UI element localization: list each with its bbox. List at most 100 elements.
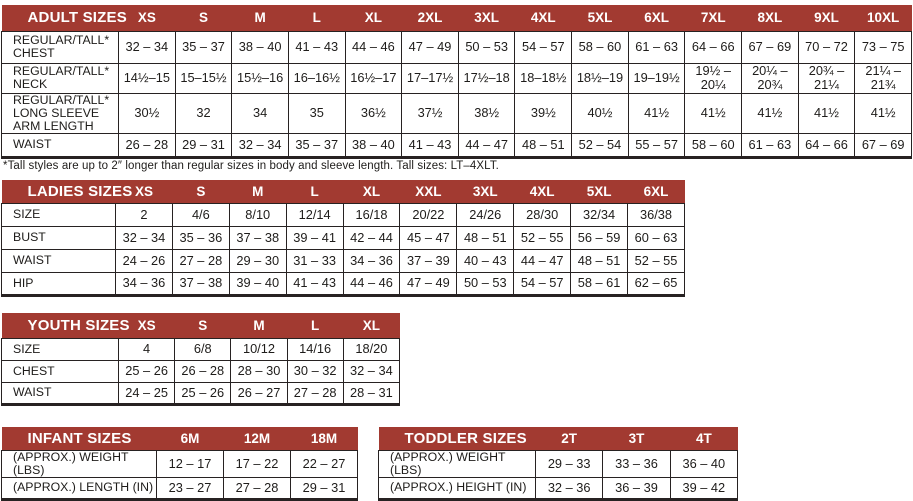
value-cell: 41½ xyxy=(684,92,743,134)
value-cell: 16½–17 xyxy=(344,62,403,94)
value-cell: 50 – 53 xyxy=(456,271,515,297)
value-cell: 61 – 63 xyxy=(741,132,799,159)
value-cell: 41 – 43 xyxy=(287,30,346,64)
table-title: ADULT SIZES xyxy=(1,5,127,31)
value-cell: 29 – 31 xyxy=(174,132,233,159)
value-cell: 19½ – 20¼ xyxy=(684,62,743,94)
value-cell: 30 – 32 xyxy=(286,359,344,383)
value-cell: 28 – 30 xyxy=(230,359,288,383)
value-cell: 73 – 75 xyxy=(854,30,912,64)
value-cell: 4/6 xyxy=(171,202,230,227)
value-cell: 34 xyxy=(231,92,289,134)
value-cell: 20/22 xyxy=(399,202,458,227)
column-header: 7XL xyxy=(684,5,742,31)
value-cell: 20¾ – 21¼ xyxy=(797,62,856,94)
value-cell: 19–19½ xyxy=(627,62,686,94)
value-cell: 36/38 xyxy=(627,202,685,227)
table-row: SIZE 2 4/6 8/10 12/14 16/18 20/22 24/26 28/30 32/… xyxy=(1,202,685,227)
value-cell: 58 – 61 xyxy=(570,271,629,297)
value-cell: 28 – 31 xyxy=(342,381,401,406)
value-cell: 48 – 51 xyxy=(514,132,573,159)
column-header: 6XL xyxy=(627,180,685,203)
table-title: LADIES SIZES xyxy=(1,180,132,203)
youth-sizes-table: YOUTH SIZES XS S M L XL SIZE 4 6/8 10/12 14/16 18/2… xyxy=(1,313,401,406)
value-cell: 48 – 51 xyxy=(456,225,515,250)
value-cell: 2 xyxy=(115,202,173,227)
column-header: XXL xyxy=(399,180,457,203)
value-cell: 14/16 xyxy=(286,337,344,361)
value-cell: 34 – 36 xyxy=(115,271,173,297)
table-row: WAIST 26 – 28 29 – 31 32 – 34 35 – 37 38 – 40… xyxy=(1,132,912,159)
value-cell: 15–15½ xyxy=(174,62,233,94)
value-cell: 17–17½ xyxy=(401,62,459,94)
value-cell: 58 – 60 xyxy=(571,30,629,64)
row-label: (APPROX.) WEIGHT (LBS) xyxy=(1,449,157,478)
value-cell: 27 – 28 xyxy=(223,476,291,501)
column-header: 5XL xyxy=(570,180,628,203)
column-header: 12M xyxy=(223,427,291,450)
value-cell: 40 – 43 xyxy=(456,248,515,273)
value-cell: 25 – 26 xyxy=(117,359,176,383)
column-header: 6M xyxy=(156,427,224,450)
table-row: REGULAR/TALL* NECK 14½–15 15–15½ 15½–16 16–1… xyxy=(1,62,912,94)
column-header: 8XL xyxy=(741,5,799,31)
row-label: SIZE xyxy=(1,202,116,227)
value-cell: 27 – 28 xyxy=(286,381,344,406)
value-cell: 31 – 33 xyxy=(285,248,344,273)
value-cell: 21¼ – 21¾ xyxy=(854,62,912,94)
table-row: (APPROX.) HEIGHT (IN) 32 – 36 36 – 39 39 – … xyxy=(378,476,739,501)
row-label: (APPROX.) HEIGHT (IN) xyxy=(378,476,536,501)
value-cell: 64 – 66 xyxy=(684,30,743,64)
row-label: WAIST xyxy=(1,381,119,406)
table-title: INFANT SIZES xyxy=(1,427,157,450)
value-cell: 55 – 57 xyxy=(627,132,686,159)
value-cell: 41½ xyxy=(797,92,856,134)
value-cell: 27 – 28 xyxy=(171,248,230,273)
column-header: XL xyxy=(343,313,400,338)
value-cell: 61 – 63 xyxy=(627,30,686,64)
value-cell: 4 xyxy=(117,337,176,361)
row-label: REGULAR/TALL* LONG SLEEVE ARM LENGTH xyxy=(1,92,119,134)
value-cell: 39 – 42 xyxy=(669,476,739,501)
value-cell: 12/14 xyxy=(285,202,344,227)
column-header: S xyxy=(175,5,232,31)
value-cell: 47 – 49 xyxy=(399,271,458,297)
column-header: XS xyxy=(115,180,173,203)
value-cell: 10/12 xyxy=(230,337,288,361)
table-row: CHEST 25 – 26 26 – 28 28 – 30 30 – 32 32 – 34 xyxy=(1,359,401,383)
value-cell: 32 – 36 xyxy=(534,476,604,501)
value-cell: 36½ xyxy=(344,92,403,134)
row-label: REGULAR/TALL* NECK xyxy=(1,62,119,94)
value-cell: 32 – 34 xyxy=(118,30,176,64)
value-cell: 8/10 xyxy=(228,202,287,227)
value-cell: 29 – 31 xyxy=(290,476,358,501)
table-row: (APPROX.) WEIGHT (LBS) 12 – 17 17 – 22 22 –… xyxy=(1,449,358,478)
row-label: CHEST xyxy=(1,359,119,383)
value-cell: 37 – 38 xyxy=(228,225,287,250)
value-cell: 67 – 69 xyxy=(741,30,799,64)
column-header: 4XL xyxy=(514,5,572,31)
value-cell: 39 – 41 xyxy=(285,225,344,250)
value-cell: 67 – 69 xyxy=(854,132,912,159)
column-header: M xyxy=(231,5,289,31)
value-cell: 41 – 43 xyxy=(401,132,459,159)
value-cell: 41½ xyxy=(854,92,912,134)
value-cell: 54 – 57 xyxy=(514,30,573,64)
column-header: L xyxy=(288,5,346,31)
value-cell: 44 – 46 xyxy=(344,30,403,64)
value-cell: 45 – 47 xyxy=(399,225,458,250)
value-cell: 38 – 40 xyxy=(344,132,403,159)
value-cell: 18½–19 xyxy=(571,62,629,94)
value-cell: 18–18½ xyxy=(514,62,573,94)
value-cell: 56 – 59 xyxy=(570,225,629,250)
column-header: 3XL xyxy=(456,180,514,203)
value-cell: 26 – 28 xyxy=(174,359,232,383)
ladies-sizes-table: LADIES SIZES XS S M L XL XXL 3XL 4XL 5XL 6XL SIZE 2 4… xyxy=(1,180,685,297)
table-row: (APPROX.) WEIGHT (LBS) 29 – 33 33 – 36 36 –… xyxy=(378,449,739,478)
value-cell: 35 – 37 xyxy=(287,132,346,159)
column-header: XS xyxy=(118,5,176,31)
row-label: WAIST xyxy=(1,132,119,159)
column-header: XL xyxy=(345,5,402,31)
value-cell: 37 – 38 xyxy=(171,271,230,297)
